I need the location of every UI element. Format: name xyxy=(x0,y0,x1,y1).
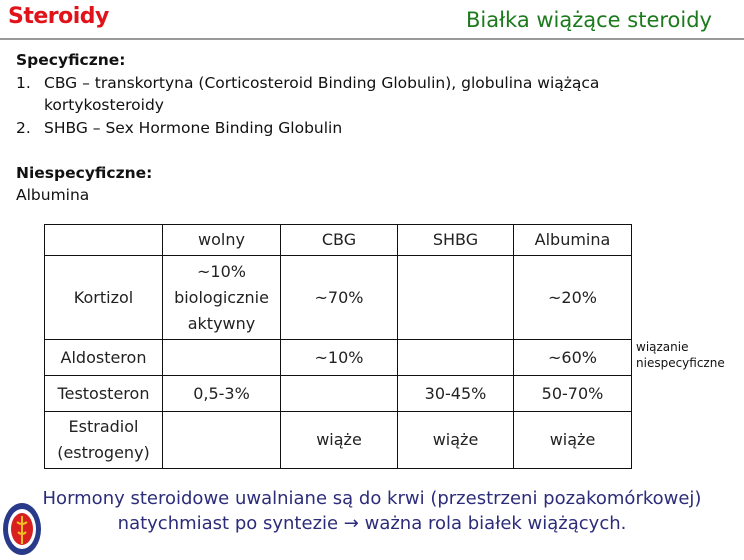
cell: 50-70% xyxy=(513,375,632,412)
list-item: CBG – transkortyna (Corticosteroid Bindi… xyxy=(44,74,600,92)
cell: Aldosteron xyxy=(44,339,163,376)
cell: ~20% xyxy=(513,255,632,340)
table-row: Kortizol ~10% biologicznie aktywny ~70% … xyxy=(44,255,632,340)
table-row: Testosteron 0,5-3% 30-45% 50-70% xyxy=(44,375,632,412)
cell xyxy=(397,339,514,376)
university-seal-logo xyxy=(3,503,41,555)
cell: ~10% xyxy=(280,339,398,376)
footer-note: Hormony steroidowe uwalniane są do krwi … xyxy=(0,486,744,536)
list-item: SHBG – Sex Hormone Binding Globulin xyxy=(44,119,343,137)
header-divider xyxy=(0,38,744,40)
table-header-row: wolny CBG SHBG Albumina xyxy=(44,224,632,256)
cell: Testosteron xyxy=(44,375,163,412)
cell: Kortizol xyxy=(44,255,163,340)
section-title: Steroidy xyxy=(8,4,109,29)
cell xyxy=(162,339,281,376)
slide-title: Białka wiążące steroidy xyxy=(465,8,712,32)
nonspecific-text: Albumina xyxy=(16,186,90,204)
header-cell: Albumina xyxy=(513,224,632,256)
cell: wiąże xyxy=(513,411,632,469)
table-row: Estradiol (estrogeny) wiąże wiąże wiąże xyxy=(44,411,632,469)
footer-line: natychmiast po syntezie → ważna rola bia… xyxy=(117,513,627,534)
cell: 30-45% xyxy=(397,375,514,412)
nonspecific-heading: Niespecyficzne: xyxy=(16,164,153,182)
cell: ~10% biologicznie aktywny xyxy=(162,255,281,340)
cell: ~60% xyxy=(513,339,632,376)
cell: 0,5-3% xyxy=(162,375,281,412)
cell: Estradiol (estrogeny) xyxy=(44,411,163,469)
header-cell: CBG xyxy=(280,224,398,256)
header-cell: wolny xyxy=(162,224,281,256)
side-note: wiązanie niespecyficzne xyxy=(636,340,725,370)
header-cell xyxy=(44,224,163,256)
list-item-continuation: kortykosteroidy xyxy=(44,96,164,114)
list-item-number: 2. xyxy=(16,119,31,137)
cell xyxy=(397,255,514,340)
cell xyxy=(280,375,398,412)
header-cell: SHBG xyxy=(397,224,514,256)
cell: wiąże xyxy=(397,411,514,469)
list-item-number: 1. xyxy=(16,74,31,92)
footer-line: Hormony steroidowe uwalniane są do krwi … xyxy=(42,488,702,509)
table-row: Aldosteron ~10% ~60% xyxy=(44,339,632,376)
cell: wiąże xyxy=(280,411,398,469)
cell xyxy=(162,411,281,469)
cell: ~70% xyxy=(280,255,398,340)
binding-table: wolny CBG SHBG Albumina Kortizol ~10% bi… xyxy=(44,224,632,469)
specific-heading: Specyficzne: xyxy=(16,51,126,69)
